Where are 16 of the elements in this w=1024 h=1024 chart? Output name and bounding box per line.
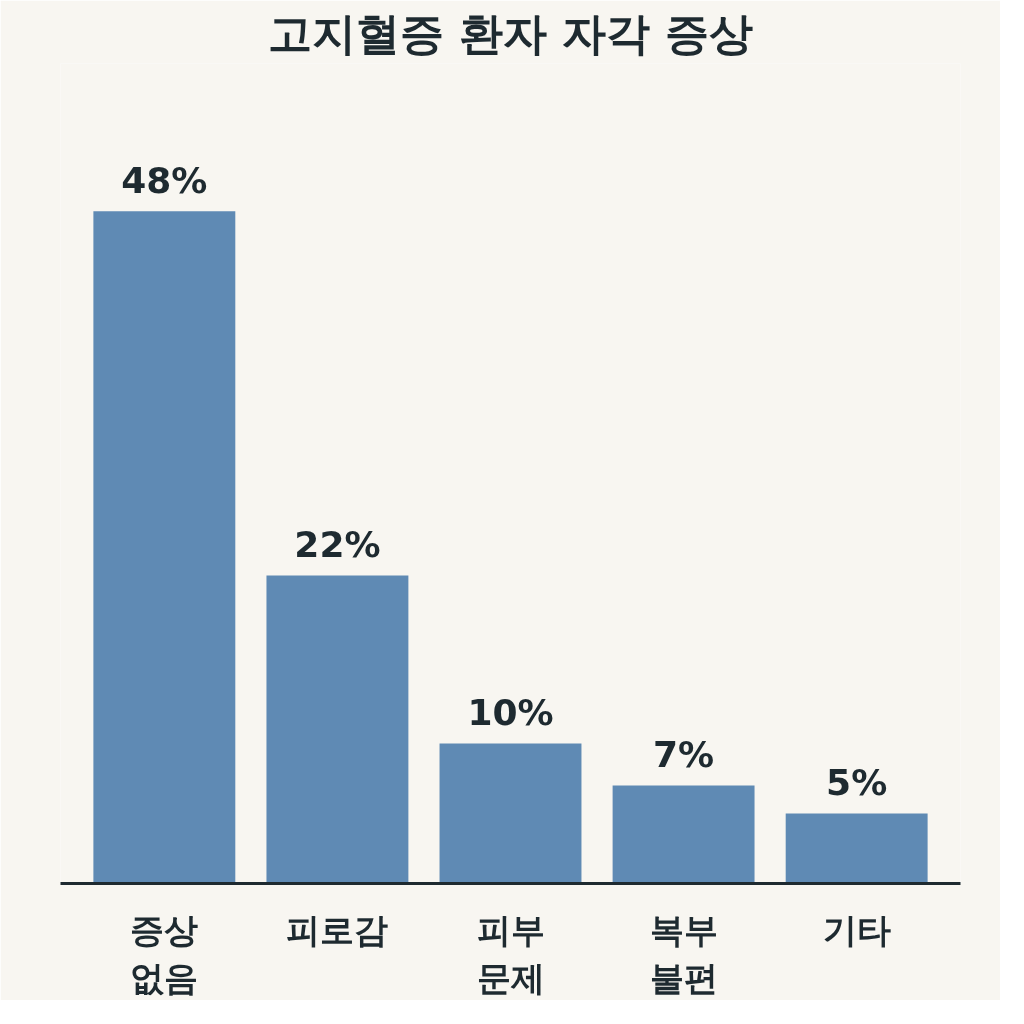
bar — [612, 785, 755, 884]
data-label: 10% — [467, 692, 554, 734]
x-tick-label: 복부 불편 — [649, 909, 718, 998]
data-label: 48% — [121, 160, 208, 202]
bar — [785, 813, 928, 884]
bar — [266, 575, 409, 884]
bar — [439, 743, 582, 884]
data-label: 7% — [653, 734, 715, 776]
x-tick-label: 피부 문제 — [476, 909, 545, 998]
x-tick-label: 기타 — [822, 909, 891, 950]
chart-title: 고지혈증 환자 자각 증상 — [267, 7, 754, 59]
data-label: 22% — [294, 524, 381, 566]
x-tick-label: 증상 없음 — [130, 909, 199, 998]
x-tick-label: 피로감 — [286, 909, 389, 950]
bar — [93, 211, 236, 884]
data-label: 5% — [826, 762, 888, 804]
